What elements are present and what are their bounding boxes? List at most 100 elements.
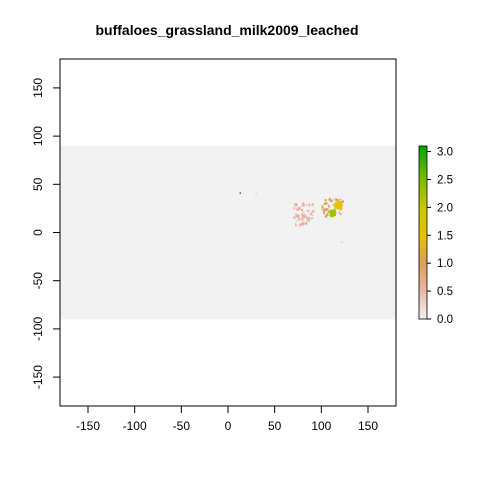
raster-cell bbox=[308, 205, 311, 207]
x-axis: -150 -100 -50 0 50 100 150 bbox=[76, 405, 378, 433]
y-axis: -150 -100 -50 0 50 100 150 bbox=[31, 78, 61, 389]
raster-cell bbox=[304, 222, 307, 225]
raster-cell bbox=[331, 212, 334, 215]
raster-cell bbox=[324, 199, 327, 202]
raster-cell bbox=[293, 216, 296, 219]
raster-cell bbox=[308, 220, 310, 222]
raster-cell bbox=[333, 215, 335, 217]
raster-cell bbox=[328, 214, 330, 216]
raster-cell bbox=[339, 206, 342, 208]
raster-cell bbox=[339, 213, 342, 216]
raster-cell bbox=[308, 203, 311, 206]
raster-cell bbox=[297, 207, 299, 209]
raster-cell bbox=[311, 214, 314, 216]
raster-cell bbox=[301, 202, 305, 206]
raster-cell bbox=[321, 204, 323, 206]
raster-cell bbox=[339, 207, 343, 210]
raster-cell bbox=[341, 200, 345, 203]
raster-cell bbox=[328, 198, 331, 201]
x-tick-label: 50 bbox=[268, 419, 282, 433]
legend-tick-label: 2.0 bbox=[437, 202, 453, 214]
raster-cell bbox=[311, 203, 314, 206]
legend-tick-label: 3.0 bbox=[437, 147, 453, 159]
raster-cell bbox=[339, 203, 343, 206]
raster-cell bbox=[303, 213, 306, 215]
raster-cell bbox=[330, 213, 333, 216]
raster-cell bbox=[295, 203, 298, 207]
raster-cell bbox=[307, 209, 310, 212]
chart-title: buffaloes_grassland_milk2009_leached bbox=[95, 22, 358, 38]
raster-cell bbox=[302, 221, 305, 225]
raster-cell bbox=[326, 214, 328, 216]
x-tick-label: 150 bbox=[358, 419, 378, 433]
y-tick-label: -50 bbox=[31, 272, 45, 290]
raster-cluster-south-asia bbox=[293, 202, 315, 227]
y-tick-label: -100 bbox=[31, 317, 45, 341]
raster-cell bbox=[331, 213, 335, 216]
raster-cell bbox=[310, 218, 312, 220]
raster-cell bbox=[301, 213, 304, 216]
raster-cell bbox=[340, 201, 343, 203]
raster-cell bbox=[295, 213, 298, 216]
raster-cell bbox=[330, 210, 334, 214]
legend: 0.0 0.5 1.0 1.5 2.0 2.5 3.0 bbox=[418, 145, 453, 326]
raster-cell bbox=[335, 198, 338, 202]
x-tick-label: 100 bbox=[311, 419, 331, 433]
x-tick-label: 0 bbox=[225, 419, 232, 433]
x-tick-label: -50 bbox=[173, 419, 191, 433]
raster-cell bbox=[299, 224, 302, 227]
raster-cell bbox=[334, 202, 336, 204]
raster-cell bbox=[321, 205, 324, 208]
raster-cell bbox=[322, 208, 325, 211]
raster-cell bbox=[296, 208, 299, 211]
raster-cell bbox=[337, 205, 340, 209]
raster-cell bbox=[309, 213, 312, 216]
raster-cell bbox=[330, 212, 332, 214]
raster-cell bbox=[324, 208, 327, 212]
raster-cell bbox=[302, 223, 305, 225]
raster-cell bbox=[327, 209, 329, 211]
raster-cell bbox=[335, 204, 338, 206]
raster-point bbox=[255, 193, 257, 195]
raster-cell bbox=[337, 201, 340, 204]
raster-cell bbox=[326, 213, 328, 215]
raster-cell bbox=[294, 223, 297, 225]
raster-cell bbox=[326, 202, 328, 204]
raster-cell bbox=[301, 218, 304, 221]
raster-cell bbox=[297, 217, 301, 221]
raster-cell bbox=[305, 218, 308, 220]
y-tick-label: 0 bbox=[31, 229, 45, 236]
raster-cell bbox=[330, 215, 333, 218]
raster-background bbox=[60, 145, 396, 320]
raster-cell bbox=[323, 202, 327, 206]
raster-cell bbox=[301, 209, 304, 212]
raster-cell bbox=[339, 198, 342, 201]
raster-cell bbox=[328, 205, 331, 208]
x-tick-label: -100 bbox=[123, 419, 147, 433]
y-tick-label: 100 bbox=[31, 126, 45, 146]
raster-cell bbox=[338, 212, 341, 214]
raster-cell bbox=[295, 220, 297, 222]
raster-cell bbox=[332, 211, 334, 213]
raster-cell bbox=[323, 211, 325, 213]
raster-cell bbox=[333, 213, 336, 216]
raster-cell bbox=[305, 204, 308, 207]
raster-cell bbox=[306, 210, 309, 212]
legend-tick-label: 2.5 bbox=[437, 174, 453, 186]
raster-cell bbox=[301, 216, 304, 219]
raster-cell bbox=[298, 207, 301, 210]
raster-cell bbox=[332, 210, 335, 213]
raster-cluster-east-asia-high bbox=[334, 200, 343, 210]
raster-cluster-east-asia-peak bbox=[329, 209, 337, 218]
raster-cell bbox=[334, 202, 338, 205]
x-tick-label: -150 bbox=[76, 419, 100, 433]
raster-cell bbox=[294, 224, 297, 227]
raster-cell bbox=[336, 199, 339, 201]
raster-cell bbox=[339, 209, 342, 211]
raster-cell bbox=[300, 223, 303, 226]
legend-tick-label: 1.0 bbox=[437, 258, 453, 270]
raster-cell bbox=[304, 215, 307, 218]
plot-area bbox=[59, 58, 397, 407]
raster-cell bbox=[327, 204, 329, 206]
